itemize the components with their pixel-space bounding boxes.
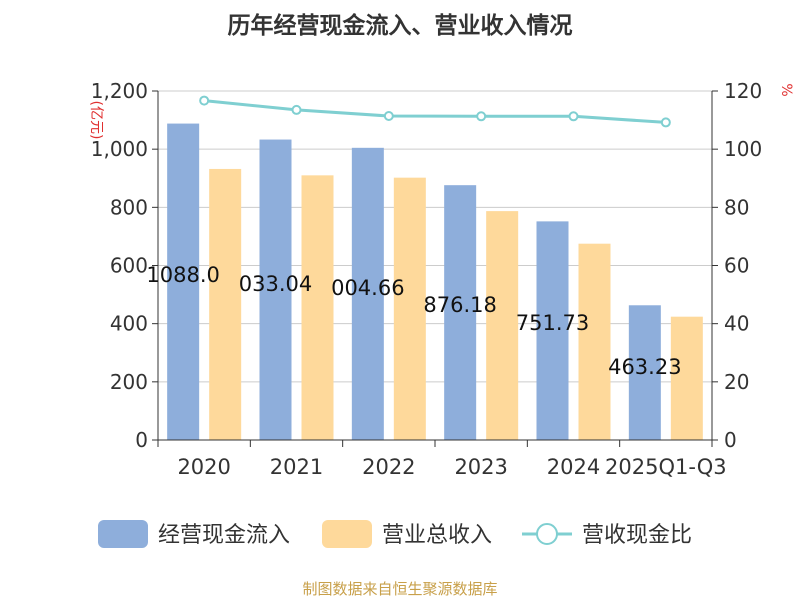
ratio-point-5 (660, 117, 671, 128)
y-left-tick-label: 600 (110, 254, 148, 278)
source-note: 制图数据来自恒生聚源数据库 (302, 580, 498, 598)
y-right-tick-label: 40 (724, 312, 749, 336)
x-tick-label: 2024 (547, 455, 600, 479)
bar-series1-2 (393, 177, 426, 440)
legend: 经营现金流入 营业总收入 营收现金比 (98, 520, 692, 548)
y-right-tick-label: 0 (724, 428, 737, 452)
ratio-line-path (204, 99, 666, 124)
bar-series1-0 (209, 168, 242, 440)
ratio-point-2 (383, 111, 394, 122)
bar-series0-4 (536, 221, 569, 440)
bar-series0-2 (351, 147, 384, 440)
legend-ratio-marker (536, 523, 558, 545)
legend-cash-inflow-swatch (98, 520, 148, 548)
data-label: 033.04 (239, 272, 312, 296)
x-tick-label: 2020 (177, 455, 230, 479)
data-labels: 1088.0 033.04 004.66 876.18 751.73 463.23 (146, 263, 681, 379)
bar-series1-5 (670, 316, 703, 440)
data-label: 004.66 (331, 276, 404, 300)
x-tick-label: 2021 (270, 455, 323, 479)
y-left-tick-label: 1,000 (91, 137, 148, 161)
bar-series0-1 (259, 139, 292, 440)
data-label: 876.18 (423, 293, 496, 317)
ratio-line (199, 95, 671, 128)
x-tick-label: 2025Q1-Q3 (605, 455, 727, 479)
ratio-point-4 (568, 111, 579, 122)
y-right-unit-label: % (778, 83, 794, 96)
ratio-point-1 (291, 104, 302, 115)
legend-cash-inflow-label: 经营现金流入 (158, 523, 290, 548)
bar-series0-3 (444, 185, 477, 440)
bars (167, 123, 703, 440)
data-label: 463.23 (608, 355, 681, 379)
legend-revenue-swatch (322, 520, 372, 548)
y-left-unit-label: (亿元) (88, 101, 104, 140)
x-tick-label: 2022 (362, 455, 415, 479)
y-left-tick-label: 200 (110, 370, 148, 394)
legend-revenue-label: 营业总收入 (382, 523, 492, 548)
chart-title: 历年经营现金流入、营业收入情况 (228, 12, 573, 39)
y-right-tick-label: 20 (724, 370, 749, 394)
axes: 0 200 400 600 800 1,000 1,200 0 20 40 60 80 100 120 20… (88, 79, 794, 479)
y-right-tick-label: 100 (724, 137, 762, 161)
y-right-tick-label: 80 (724, 195, 749, 219)
x-tick-label: 2023 (454, 455, 507, 479)
bar-series1-3 (486, 211, 519, 440)
grid (158, 90, 712, 383)
y-right-tick-label: 120 (724, 79, 762, 103)
data-label: 751.73 (516, 311, 589, 335)
bar-series1-4 (578, 243, 611, 440)
y-left-tick-label: 0 (135, 428, 148, 452)
bar-series0-5 (628, 305, 661, 440)
y-left-tick-label: 400 (110, 312, 148, 336)
bar-series0-0 (167, 123, 200, 440)
y-left-tick-label: 800 (110, 195, 148, 219)
legend-ratio-label: 营收现金比 (582, 523, 692, 548)
data-label: 1088.0 (146, 263, 219, 287)
ratio-point-3 (476, 111, 487, 122)
y-left-tick-label: 1,200 (91, 79, 148, 103)
y-right-tick-label: 60 (724, 254, 749, 278)
bar-series1-1 (301, 175, 334, 440)
ratio-point-0 (199, 95, 210, 106)
